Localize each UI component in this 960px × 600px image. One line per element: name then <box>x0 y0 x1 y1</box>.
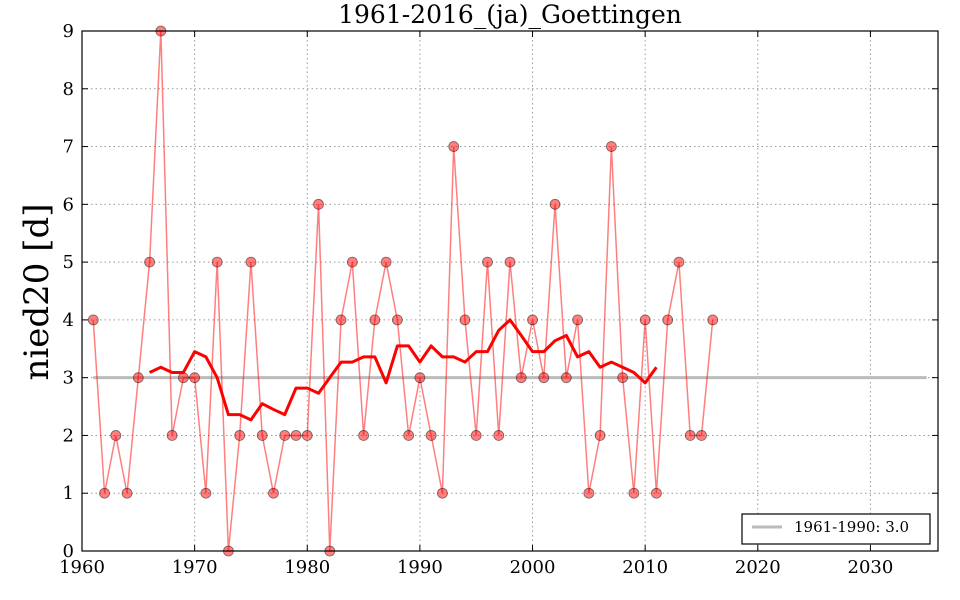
annual-value-point <box>189 372 201 384</box>
annual-value-point <box>268 487 279 499</box>
annual-value-point <box>572 314 583 326</box>
y-tick-label: 1 <box>63 483 74 504</box>
axes-frame <box>81 30 939 552</box>
annual-value-point <box>651 487 662 499</box>
annual-value-point <box>707 314 719 326</box>
legend-box <box>741 513 931 545</box>
annual-value-point <box>290 430 302 441</box>
annual-value-point <box>99 487 110 499</box>
x-tick-label: 1970 <box>172 557 218 578</box>
y-axis-label: nied20 [d] <box>17 203 57 380</box>
y-tick-label: 4 <box>63 310 74 331</box>
annual-value-point <box>279 430 291 441</box>
annual-value-point <box>256 430 268 441</box>
annual-value-point <box>538 372 550 384</box>
x-tick-label: 1980 <box>284 557 330 578</box>
annual-value-point <box>358 430 369 441</box>
annual-value-point <box>414 372 426 384</box>
annual-value-point <box>346 256 358 268</box>
annual-value-point <box>391 314 403 326</box>
annual-value-point <box>437 487 448 499</box>
y-tick-label: 5 <box>63 252 74 273</box>
annual-value-point <box>245 256 257 268</box>
annual-value-point <box>696 430 707 441</box>
legend-label: 1961-1990: 3.0 <box>794 518 909 536</box>
annual-value-point <box>448 141 460 152</box>
annual-values-line <box>92 30 714 552</box>
x-tick-label: 2020 <box>735 557 781 578</box>
ticks: 1960 1970 1980 1990 2000 2010 2020 2030 0 1 2 3 4 5 6 7… <box>59 21 938 578</box>
annual-value-point <box>662 314 674 326</box>
annual-value-point <box>594 430 606 441</box>
annual-value-point <box>560 372 572 384</box>
y-tick-label: 9 <box>63 21 74 42</box>
annual-value-point <box>110 430 122 441</box>
chart-title: 1961-2016_(ja)_Goettingen <box>338 0 682 29</box>
plot-data <box>87 25 927 557</box>
y-tick-label: 3 <box>63 368 74 389</box>
annual-value-point <box>403 430 415 441</box>
annual-value-point <box>493 430 505 441</box>
annual-value-point <box>121 487 133 499</box>
annual-value-point <box>301 430 313 441</box>
annual-value-point <box>583 487 595 499</box>
annual-value-point <box>200 487 212 499</box>
annual-value-point <box>234 430 246 441</box>
legend: 1961-1990: 3.0 <box>741 513 931 545</box>
annual-value-point <box>144 256 155 268</box>
annual-value-point <box>369 314 381 326</box>
x-tick-label: 2000 <box>510 557 556 578</box>
annual-value-point <box>673 256 685 268</box>
annual-value-point <box>87 314 99 326</box>
y-tick-label: 7 <box>63 137 74 158</box>
annual-value-point <box>515 372 527 384</box>
annual-value-point <box>211 256 223 268</box>
annual-value-point <box>459 314 471 326</box>
x-tick-label: 2030 <box>848 557 894 578</box>
annual-value-point <box>425 430 437 441</box>
annual-value-point <box>380 256 392 268</box>
annual-value-point <box>335 314 347 326</box>
annual-value-point <box>470 430 482 441</box>
y-tick-label: 0 <box>63 541 74 562</box>
annual-value-point <box>684 430 696 441</box>
x-tick-label: 2010 <box>622 557 668 578</box>
annual-value-point <box>605 141 617 152</box>
annual-value-point <box>132 372 144 384</box>
annual-value-point <box>504 256 516 268</box>
annual-value-point <box>482 256 493 268</box>
annual-value-point <box>549 198 561 210</box>
annual-value-point <box>166 430 178 441</box>
annual-value-point <box>628 487 640 499</box>
annual-value-point <box>639 314 651 326</box>
y-tick-label: 6 <box>63 194 74 215</box>
x-tick-label: 1960 <box>59 557 105 578</box>
annual-value-point <box>313 198 324 210</box>
annual-value-point <box>617 372 629 384</box>
annual-value-point <box>527 314 538 326</box>
moving-average-line <box>148 318 658 422</box>
annual-value-point <box>177 372 189 384</box>
x-tick-label: 1990 <box>397 557 443 578</box>
y-tick-label: 2 <box>63 425 74 446</box>
y-tick-label: 8 <box>63 79 74 100</box>
